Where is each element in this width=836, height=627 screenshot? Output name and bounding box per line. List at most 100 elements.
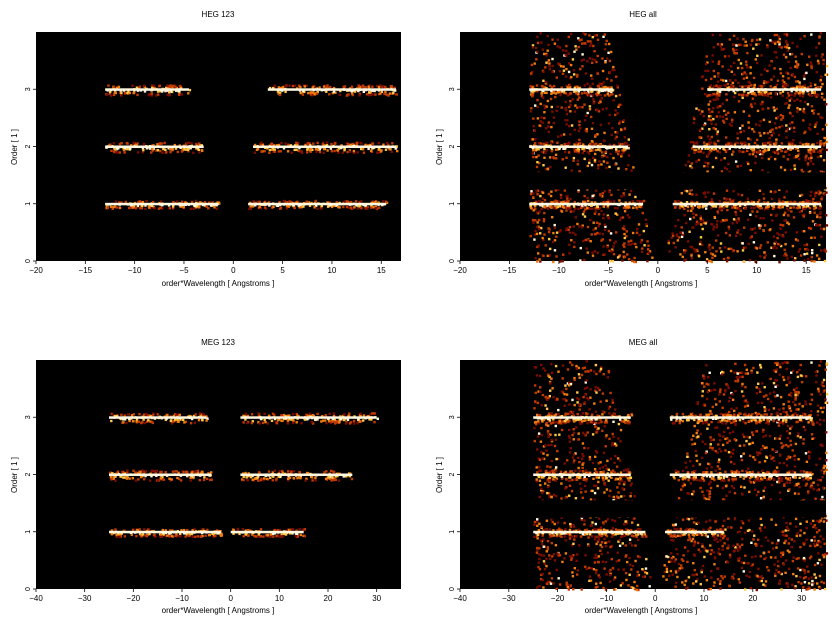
heatmap-band-cell bbox=[767, 141, 770, 145]
heatmap-band-cell bbox=[747, 92, 750, 95]
heatmap-band-cell bbox=[544, 151, 547, 154]
heatmap-band-cell bbox=[115, 471, 118, 475]
heatmap-band-cell bbox=[340, 144, 343, 147]
heatmap-band-cell bbox=[591, 149, 594, 152]
heatmap-band-cell bbox=[573, 143, 576, 146]
heatmap-band-cell bbox=[337, 205, 340, 209]
heatmap-noise-cell bbox=[813, 539, 816, 542]
heatmap-noise-cell bbox=[707, 108, 711, 111]
heatmap-noise-cell bbox=[616, 486, 619, 489]
heatmap-noise-cell bbox=[532, 209, 535, 212]
heatmap-band-cell bbox=[753, 92, 756, 95]
heatmap-noise-cell bbox=[791, 449, 794, 452]
heatmap-noise-cell bbox=[730, 86, 733, 89]
heatmap-noise-cell bbox=[741, 66, 744, 70]
heatmap-band-cell bbox=[189, 476, 192, 479]
heatmap-noise-cell bbox=[724, 200, 727, 203]
heatmap-noise-cell bbox=[816, 214, 819, 217]
heatmap-band-cell bbox=[778, 147, 782, 150]
heatmap-band-cell bbox=[384, 148, 388, 151]
heatmap-noise-cell bbox=[633, 260, 636, 264]
heatmap-band-cell bbox=[557, 91, 561, 94]
heatmap-noise-cell bbox=[763, 446, 766, 450]
heatmap-noise-cell bbox=[608, 190, 611, 194]
heatmap-band-cell bbox=[203, 476, 206, 479]
heatmap-band-cell bbox=[541, 204, 545, 208]
heatmap-noise-cell bbox=[601, 108, 604, 111]
heatmap-noise-cell bbox=[782, 53, 786, 56]
heatmap-band-cell bbox=[690, 204, 693, 208]
heatmap-noise-cell bbox=[758, 131, 761, 135]
heatmap-noise-cell bbox=[563, 54, 566, 57]
heatmap-band-cell bbox=[740, 93, 744, 97]
heatmap-noise-cell bbox=[803, 111, 806, 114]
heatmap-band-cell bbox=[807, 93, 811, 96]
heatmap-noise-cell bbox=[588, 158, 591, 162]
heatmap-noise-cell bbox=[695, 436, 699, 439]
heatmap-noise-cell bbox=[625, 578, 628, 582]
heatmap-band-cell bbox=[343, 474, 347, 478]
heatmap-noise-cell bbox=[542, 445, 546, 448]
heatmap-band-cell bbox=[167, 147, 170, 150]
heatmap-noise-cell bbox=[816, 519, 819, 523]
heatmap-band-cell bbox=[309, 144, 312, 147]
heatmap-noise-cell bbox=[774, 361, 777, 365]
heatmap-band-cell bbox=[762, 84, 766, 87]
heatmap-band-cell bbox=[621, 142, 624, 146]
heatmap-noise-cell bbox=[712, 127, 715, 130]
heatmap-noise-cell bbox=[734, 362, 737, 365]
heatmap-noise-cell bbox=[554, 153, 558, 156]
heatmap-band-cell bbox=[307, 414, 310, 417]
heatmap-noise-cell bbox=[793, 454, 796, 458]
heatmap-noise-cell bbox=[536, 189, 540, 192]
heatmap-band-cell bbox=[694, 150, 697, 153]
heatmap-noise-cell bbox=[746, 404, 750, 407]
heatmap-noise-cell bbox=[799, 108, 802, 111]
heatmap-noise-cell bbox=[763, 409, 767, 412]
heatmap-noise-cell bbox=[755, 151, 759, 154]
heatmap-noise-cell bbox=[712, 46, 715, 49]
heatmap-noise-cell bbox=[547, 130, 550, 134]
heatmap-noise-cell bbox=[790, 97, 793, 100]
heatmap-noise-cell bbox=[552, 231, 555, 235]
heatmap-noise-cell bbox=[699, 217, 702, 220]
heatmap-noise-cell bbox=[563, 462, 566, 465]
heatmap-band-cell bbox=[293, 148, 296, 152]
heatmap-noise-cell bbox=[766, 241, 769, 244]
heatmap-band-cell bbox=[120, 94, 123, 97]
heatmap-noise-cell bbox=[608, 580, 612, 583]
heatmap-noise-cell bbox=[815, 191, 818, 194]
heatmap-band-cell bbox=[150, 151, 153, 154]
heatmap-band-cell bbox=[148, 206, 151, 209]
heatmap-noise-cell bbox=[783, 33, 786, 36]
heatmap-band-cell bbox=[602, 86, 605, 89]
heatmap-noise-cell bbox=[732, 249, 736, 252]
x-tick-label: −20 bbox=[127, 594, 141, 603]
heatmap-noise-cell bbox=[612, 245, 615, 248]
heatmap-noise-cell bbox=[804, 452, 808, 455]
heatmap-noise-cell bbox=[737, 229, 740, 232]
heatmap-band-cell bbox=[552, 85, 556, 88]
heatmap-noise-cell bbox=[775, 117, 778, 120]
heatmap-band-cell bbox=[206, 528, 209, 532]
heatmap-noise-cell bbox=[629, 492, 633, 495]
heatmap-band-cell bbox=[758, 204, 762, 208]
heatmap-band-cell bbox=[703, 141, 706, 144]
heatmap-noise-cell bbox=[540, 95, 544, 98]
heatmap-band-cell bbox=[699, 150, 702, 153]
heatmap-band-cell bbox=[356, 421, 359, 425]
heatmap-noise-cell bbox=[594, 455, 597, 458]
heatmap-band-cell bbox=[169, 150, 172, 154]
heatmap-band-cell bbox=[118, 206, 121, 209]
heatmap-band-cell bbox=[285, 207, 288, 210]
heatmap-band-cell bbox=[533, 89, 536, 93]
heatmap-band-cell bbox=[270, 148, 273, 151]
heatmap-noise-cell bbox=[573, 538, 576, 541]
heatmap-band-cell bbox=[367, 85, 370, 88]
heatmap-noise-cell bbox=[578, 39, 581, 42]
heatmap-noise-cell bbox=[566, 119, 569, 122]
heatmap-band-cell bbox=[738, 201, 741, 204]
heatmap-noise-cell bbox=[687, 576, 691, 579]
heatmap-noise-cell bbox=[557, 370, 560, 373]
heatmap-noise-cell bbox=[784, 86, 787, 89]
